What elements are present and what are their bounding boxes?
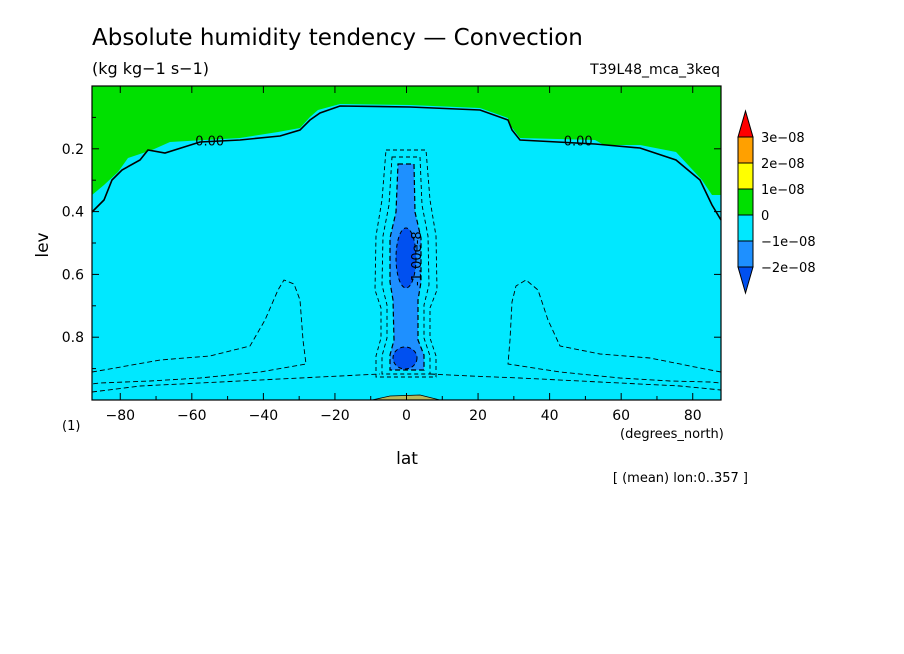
contour-label: -1.00e-8	[410, 231, 425, 286]
x-units-label: (degrees_north)	[620, 427, 724, 442]
chart-subtitle: (kg kg−1 s−1)	[92, 59, 209, 78]
colorbar-swatch	[737, 162, 754, 190]
x-tick-label: −20	[320, 408, 350, 424]
colorbar-swatch-min	[737, 266, 754, 295]
x-tick-label: 40	[541, 408, 559, 424]
colorbar-swatch-max	[737, 109, 754, 138]
x-tick-label: −60	[177, 408, 207, 424]
y-axis-label: lev	[33, 232, 53, 257]
footnote: [ (mean) lon:0..357 ]	[613, 471, 748, 486]
dashed-contour-right	[507, 279, 722, 384]
contour-label: 0.00	[195, 135, 224, 150]
colorbar-level-label: 3e−08	[761, 131, 805, 146]
x-tick-label: 0	[402, 408, 411, 424]
colorbar-level-label: 0	[761, 209, 769, 224]
contour-label: 0.00	[564, 135, 593, 150]
x-tick-label: 80	[684, 408, 702, 424]
y-tick-label: 0.4	[62, 205, 84, 221]
x-tick-label: −80	[105, 408, 135, 424]
equatorial-low-core-region	[392, 346, 418, 370]
dashed-contour-low	[91, 373, 722, 393]
colorbar-swatch	[737, 136, 754, 164]
colorbar-swatch	[737, 188, 754, 216]
x-axis: −80 −60 −40 −20 0 20 40 60 80	[105, 86, 702, 424]
colorbar-level-label: 1e−08	[761, 183, 805, 198]
y-tick-label: 0.6	[62, 267, 84, 283]
equatorial-core-region	[395, 227, 417, 289]
y-axis: 0.2 0.4 0.6 0.8	[62, 116, 721, 370]
colorbar-swatch	[737, 214, 754, 242]
colorbar-level-label: 2e−08	[761, 157, 805, 172]
y-tick-label: 0.2	[62, 142, 84, 158]
equatorial-outer-contour	[381, 156, 431, 375]
x-axis-label: lat	[396, 449, 418, 469]
colorbar-level-label: −1e−08	[761, 235, 816, 250]
colorbar-level-label: −2e−08	[761, 261, 816, 276]
plot-area: 0.00 0.00 -1.00e-8	[91, 85, 722, 401]
x-tick-label: 60	[612, 408, 630, 424]
x-tick-label: 20	[469, 408, 487, 424]
dashed-contour-left	[91, 279, 307, 385]
zero-contour-line	[91, 105, 722, 221]
colorbar-swatch	[737, 240, 754, 268]
experiment-label: T39L48_mca_3keq	[589, 62, 720, 78]
x-tick-label: −40	[249, 408, 279, 424]
y-units-label: (1)	[62, 419, 80, 434]
field-positive-region	[92, 86, 721, 195]
y-tick-label: 0.8	[62, 330, 84, 346]
contour-labels: 0.00 0.00 -1.00e-8	[195, 135, 592, 286]
equatorial-outermost-contour	[374, 149, 438, 378]
chart-title: Absolute humidity tendency — Convection	[92, 25, 583, 51]
colorbar: 3e−08 2e−08 1e−08 0 −1e−08 −2e−08	[737, 109, 816, 295]
